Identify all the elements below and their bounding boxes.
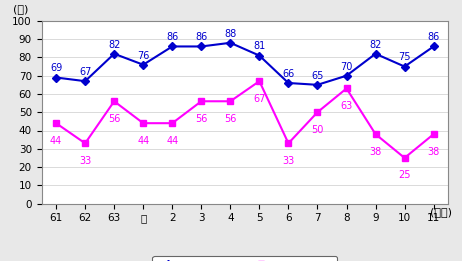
Text: 70: 70	[340, 62, 353, 72]
Text: 63: 63	[340, 101, 353, 111]
Text: (％): (％)	[13, 4, 29, 14]
河川（BOD）	[431, 45, 437, 48]
河川（BOD）	[315, 83, 320, 86]
Text: 50: 50	[311, 125, 324, 135]
河川（BOD）	[53, 76, 59, 79]
Text: 56: 56	[108, 114, 121, 124]
Text: 82: 82	[108, 40, 121, 50]
海域（COD）	[228, 100, 233, 103]
Text: 67: 67	[79, 67, 91, 77]
Text: 56: 56	[224, 114, 237, 124]
Text: 25: 25	[398, 170, 411, 180]
海域（COD）	[82, 142, 88, 145]
Text: 66: 66	[282, 69, 295, 79]
Text: 86: 86	[195, 32, 207, 42]
Text: 44: 44	[166, 136, 178, 146]
海域（COD）	[344, 87, 349, 90]
Text: 75: 75	[398, 52, 411, 62]
河川（BOD）	[402, 65, 407, 68]
Text: 44: 44	[137, 136, 149, 146]
海域（COD）	[53, 122, 59, 125]
海域（COD）	[402, 156, 407, 159]
河川（BOD）	[199, 45, 204, 48]
河川（BOD）	[228, 41, 233, 44]
河川（BOD）	[170, 45, 175, 48]
Text: 33: 33	[282, 156, 295, 166]
河川（BOD）	[111, 52, 117, 55]
Text: 56: 56	[195, 114, 207, 124]
Text: 38: 38	[370, 147, 382, 157]
河川（BOD）	[140, 63, 146, 66]
海域（COD）	[256, 80, 262, 83]
海域（COD）	[170, 122, 175, 125]
Text: 76: 76	[137, 51, 149, 61]
Text: (年度): (年度)	[430, 207, 452, 217]
Legend: 河川（BOD）, 海域（COD）: 河川（BOD）, 海域（COD）	[152, 256, 337, 261]
Text: 86: 86	[166, 32, 178, 42]
海域（COD）	[111, 100, 117, 103]
Text: 82: 82	[369, 40, 382, 50]
河川（BOD）	[82, 80, 88, 83]
Text: 81: 81	[253, 41, 266, 51]
Text: 65: 65	[311, 71, 324, 81]
海域（COD）	[140, 122, 146, 125]
河川（BOD）	[286, 81, 291, 85]
Text: 86: 86	[427, 32, 440, 42]
Text: 67: 67	[253, 94, 266, 104]
海域（COD）	[373, 133, 378, 136]
Text: 69: 69	[50, 63, 62, 73]
海域（COD）	[199, 100, 204, 103]
Text: 44: 44	[50, 136, 62, 146]
河川（BOD）	[256, 54, 262, 57]
河川（BOD）	[373, 52, 378, 55]
海域（COD）	[431, 133, 437, 136]
河川（BOD）	[344, 74, 349, 77]
Text: 88: 88	[224, 29, 237, 39]
海域（COD）	[286, 142, 291, 145]
Text: 33: 33	[79, 156, 91, 166]
Line: 海域（COD）: 海域（COD）	[53, 78, 437, 161]
海域（COD）	[315, 111, 320, 114]
Text: 38: 38	[427, 147, 440, 157]
Line: 河川（BOD）: 河川（BOD）	[53, 40, 437, 88]
